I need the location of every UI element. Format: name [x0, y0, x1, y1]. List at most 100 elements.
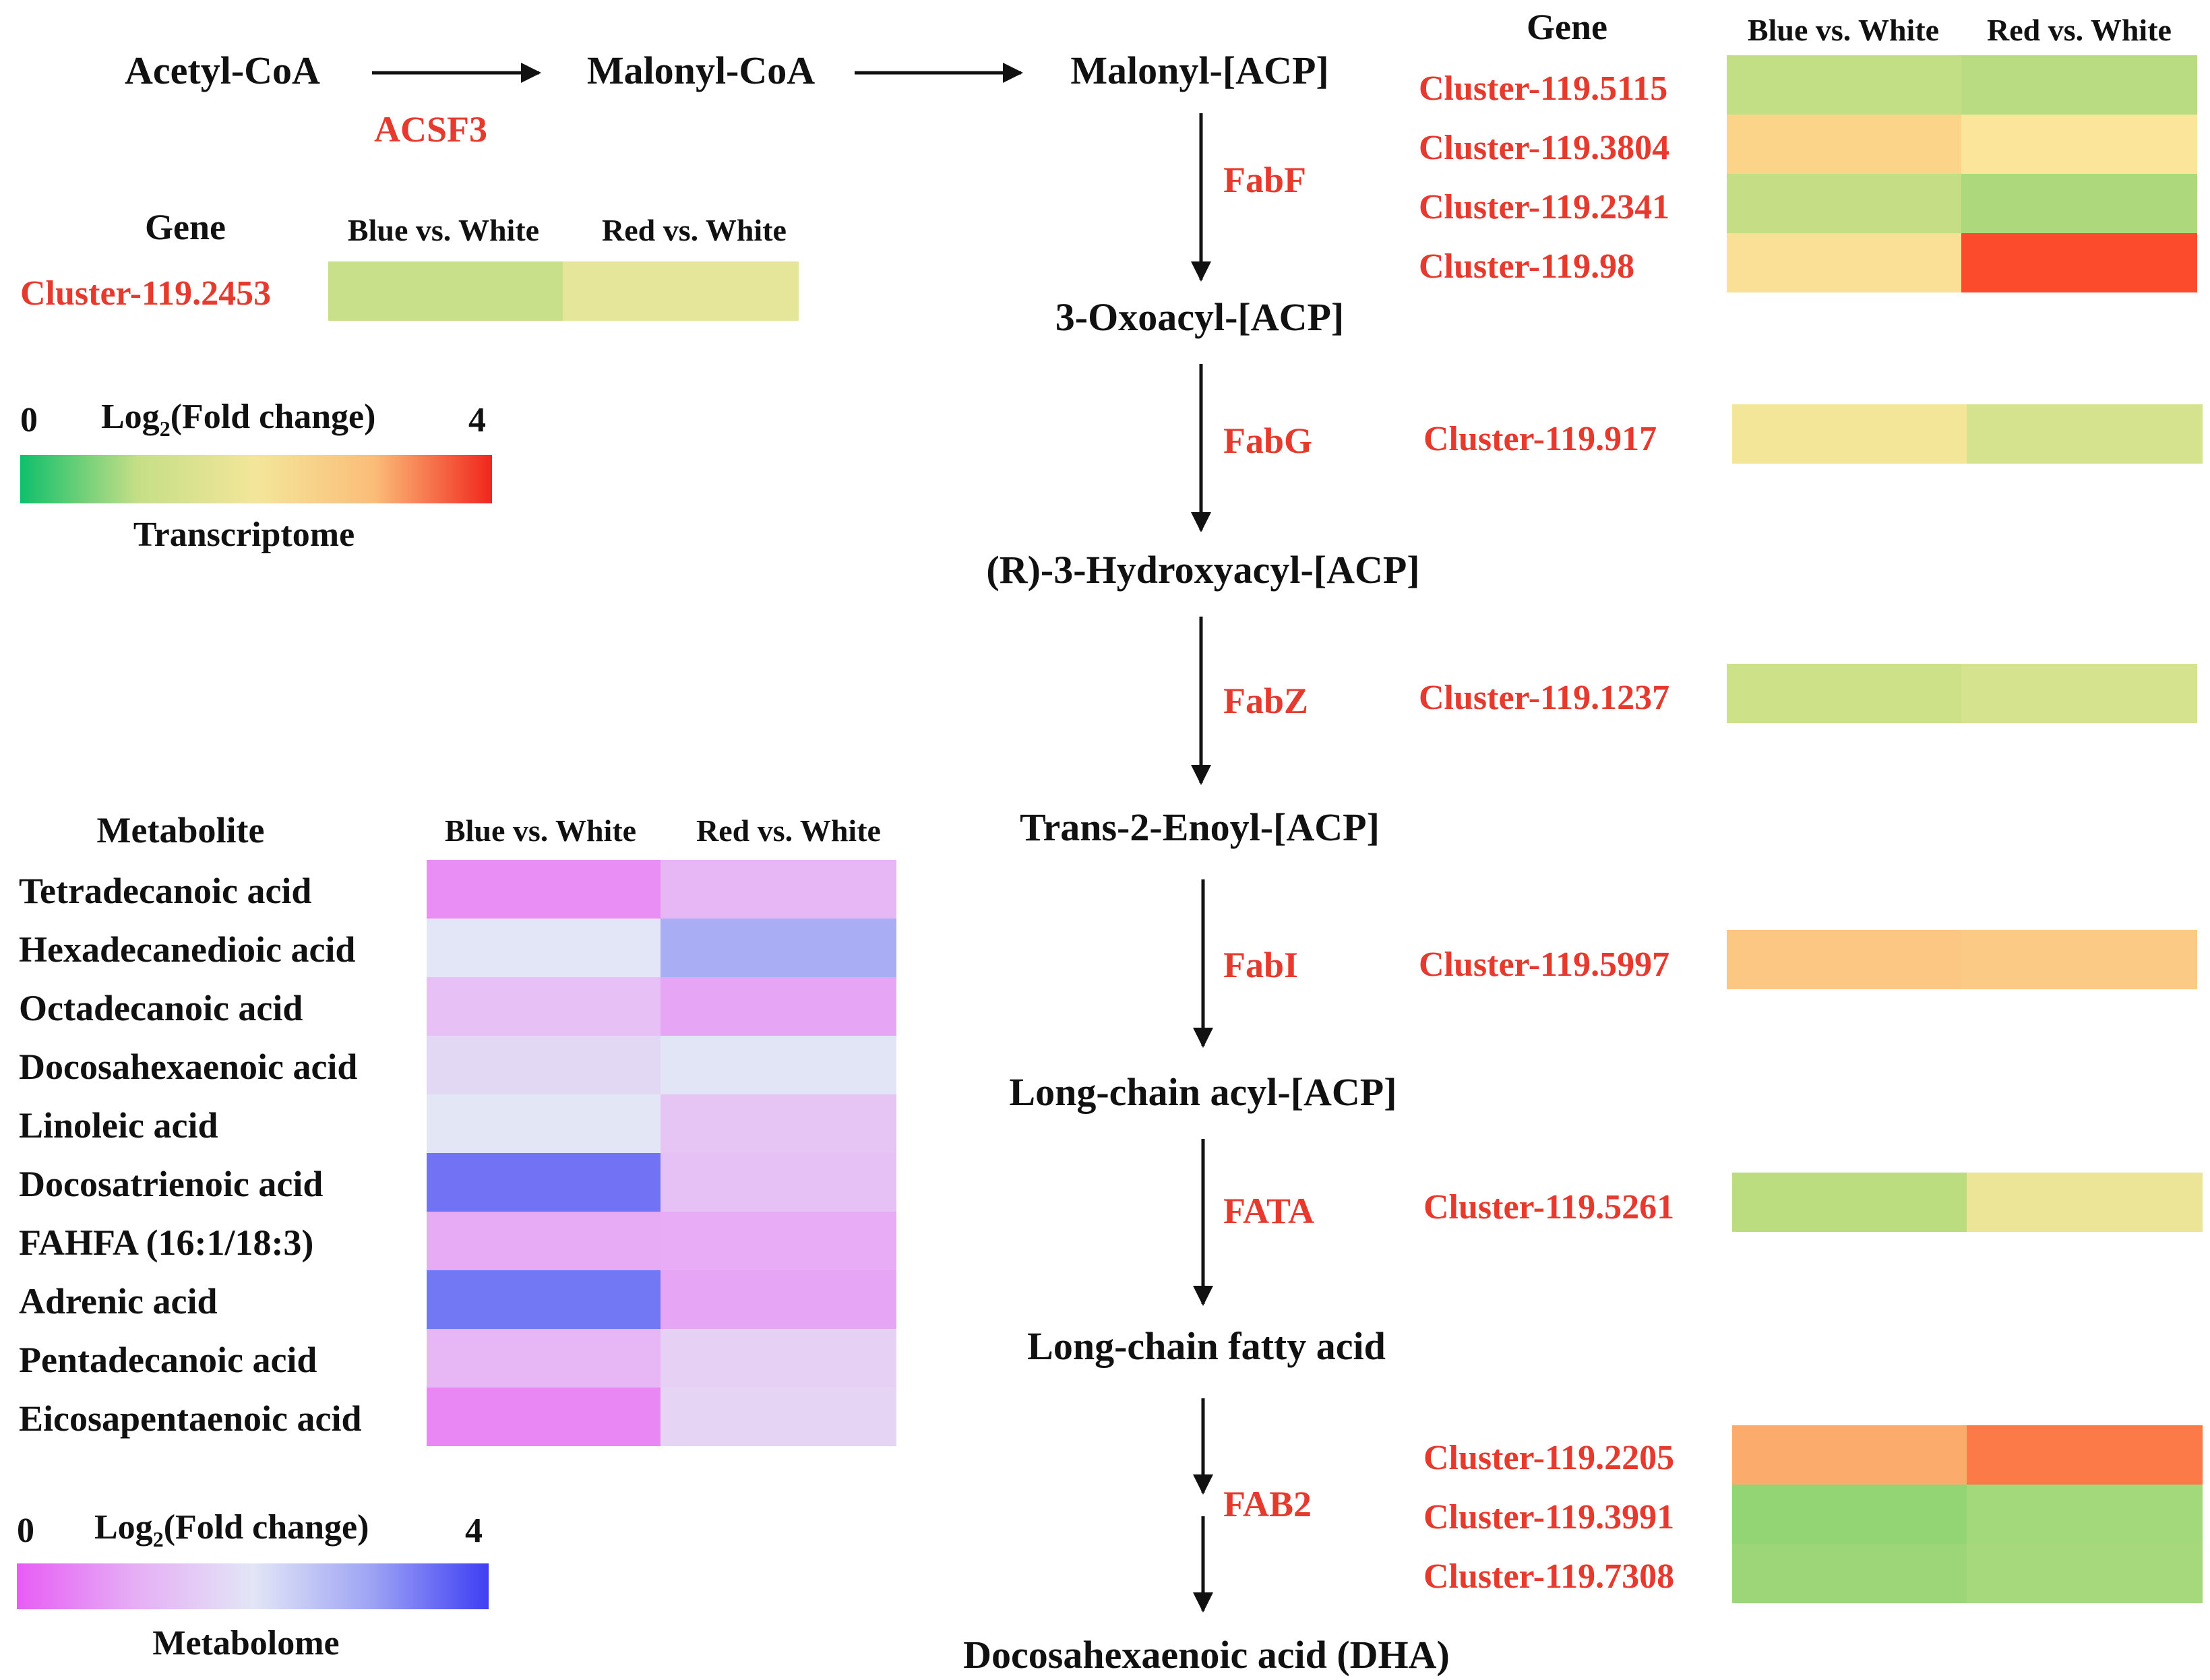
heat-cell: [1727, 664, 1961, 723]
compound-dha: Docosahexaenoic acid (DHA): [963, 1633, 1450, 1677]
metabolome-legend: 0 Log2(Fold change) 4 Metabolome: [17, 1508, 489, 1662]
heat-cell: [1732, 1425, 1967, 1485]
heat-cell: [1732, 1173, 1967, 1232]
enzyme-fabg: FabG: [1223, 421, 1312, 461]
metabolome-color-bar: [17, 1563, 489, 1609]
metabolite-label: Docosahexaenoic acid: [19, 1047, 357, 1087]
metabolite-row: Tetradecanoic acid: [19, 860, 896, 919]
metabolite-cell: [661, 1329, 896, 1388]
heat-cell: [1961, 174, 2197, 233]
gene-row: Cluster-119.2453: [20, 261, 799, 321]
metabolite-cell: [661, 860, 896, 919]
heat-cell: [328, 261, 563, 321]
transcriptome-legend-caption: Transcriptome: [133, 516, 355, 554]
heat-cell: [563, 261, 799, 321]
gene-label: Cluster-119.917: [1423, 420, 1657, 458]
metabolite-cell: [427, 1388, 661, 1446]
metabolite-label: Pentadecanoic acid: [19, 1340, 317, 1380]
compound-acetyl-coa: Acetyl-CoA: [125, 49, 320, 92]
metabolite-cell: [661, 1036, 896, 1094]
metabolite-row: FAHFA (16:1/18:3): [19, 1212, 896, 1270]
metabolite-label: Linoleic acid: [19, 1105, 218, 1146]
compound-long-chain-fatty-acid: Long-chain fatty acid: [1027, 1324, 1386, 1368]
heat-cell: [1727, 930, 1961, 989]
gene-row: Cluster-119.7308: [1423, 1544, 2203, 1603]
enzyme-fata: FATA: [1223, 1191, 1314, 1231]
heat-cell: [1961, 930, 2197, 989]
metabolite-row: Eicosapentaenoic acid: [19, 1388, 896, 1446]
metabolite-cell: [427, 1094, 661, 1153]
comparison-header-blue-right: Blue vs. White: [1748, 13, 1939, 47]
gene-row: Cluster-119.5261: [1423, 1173, 2203, 1232]
gene-label: Cluster-119.3804: [1419, 129, 1669, 167]
metabolite-row: Hexadecanedioic acid: [19, 919, 896, 977]
metabolite-label: FAHFA (16:1/18:3): [19, 1222, 313, 1263]
metabolome-legend-max: 4: [465, 1512, 483, 1550]
heat-cell: [1967, 1173, 2203, 1232]
comparison-header-blue-left: Blue vs. White: [348, 213, 539, 247]
metabolite-row: Pentadecanoic acid: [19, 1329, 896, 1388]
metabolite-label: Hexadecanedioic acid: [19, 929, 355, 970]
compound-malonyl-coa: Malonyl-CoA: [587, 49, 815, 92]
compound-3-oxoacyl-acp: 3-Oxoacyl-[ACP]: [1055, 295, 1344, 339]
metabolite-row: Linoleic acid: [19, 1094, 896, 1153]
metabolite-label: Octadecanoic acid: [19, 988, 303, 1028]
gene-row: Cluster-119.917: [1423, 404, 2203, 464]
metabolite-cell: [661, 977, 896, 1036]
heat-cell: [1732, 1485, 1967, 1544]
metabolite-cell: [661, 1153, 896, 1212]
metabolite-cell: [427, 919, 661, 977]
transcriptome-legend-label: Log2(Fold change): [101, 398, 375, 441]
metabolite-label: Eicosapentaenoic acid: [19, 1398, 362, 1439]
metabolite-cell: [661, 1094, 896, 1153]
gene-label: Cluster-119.3991: [1423, 1498, 1674, 1536]
gene-row: Cluster-119.5115: [1419, 55, 2197, 115]
transcriptome-color-bar: [20, 455, 492, 503]
gene-label: Cluster-119.5261: [1423, 1188, 1674, 1226]
heat-cell: [1732, 1544, 1967, 1603]
transcriptome-legend: 0 Log2(Fold change) 4 Transcriptome: [20, 398, 492, 554]
gene-label: Cluster-119.5997: [1419, 945, 1669, 984]
heat-cell: [1727, 174, 1961, 233]
enzyme-fab2: FAB2: [1223, 1484, 1312, 1524]
metabolite-label: Adrenic acid: [19, 1281, 218, 1321]
metabolite-cell: [427, 860, 661, 919]
metabolite-cell: [661, 1212, 896, 1270]
heat-cell: [1961, 664, 2197, 723]
compound-hydroxyacyl-acp: (R)-3-Hydroxyacyl-[ACP]: [986, 548, 1419, 592]
heat-cell: [1727, 233, 1961, 292]
gene-row: Cluster-119.3991: [1423, 1485, 2203, 1544]
metabolome-legend-caption: Metabolome: [152, 1624, 339, 1662]
transcriptome-legend-max: 4: [468, 401, 486, 439]
gene-label: Cluster-119.98: [1419, 247, 1634, 286]
heat-cell: [1967, 1485, 2203, 1544]
comparison-header-red-right: Red vs. White: [1987, 13, 2172, 47]
metabolite-cell: [427, 1329, 661, 1388]
metabolite-cell: [427, 977, 661, 1036]
gene-label: Cluster-119.2341: [1419, 188, 1669, 226]
comparison-header-red-left: Red vs. White: [602, 213, 787, 247]
metabolite-row: Octadecanoic acid: [19, 977, 896, 1036]
heat-cell: [1967, 404, 2203, 464]
metabolite-row: Docosahexaenoic acid: [19, 1036, 896, 1094]
heat-cell: [1961, 55, 2197, 115]
enzyme-fabi: FabI: [1223, 945, 1298, 985]
metabolite-cell: [427, 1036, 661, 1094]
heat-cell: [1732, 404, 1967, 464]
metabolite-label: Docosatrienoic acid: [19, 1164, 323, 1204]
heat-cell: [1961, 115, 2197, 174]
transcriptome-legend-min: 0: [20, 401, 38, 439]
heat-cell: [1967, 1425, 2203, 1485]
metabolome-legend-label: Log2(Fold change): [94, 1508, 369, 1551]
gene-label: Cluster-119.7308: [1423, 1557, 1674, 1596]
metabolite-cell: [661, 1270, 896, 1329]
heat-cell: [1967, 1544, 2203, 1603]
enzyme-acsf3: ACSF3: [374, 109, 487, 150]
gene-label: Cluster-119.2205: [1423, 1439, 1674, 1477]
metabolite-cell: [427, 1153, 661, 1212]
compound-long-chain-acyl-acp: Long-chain acyl-[ACP]: [1009, 1070, 1396, 1114]
heat-cell: [1727, 55, 1961, 115]
gene-label: Cluster-119.2453: [20, 274, 271, 313]
gene-row: Cluster-119.3804: [1419, 115, 2197, 174]
